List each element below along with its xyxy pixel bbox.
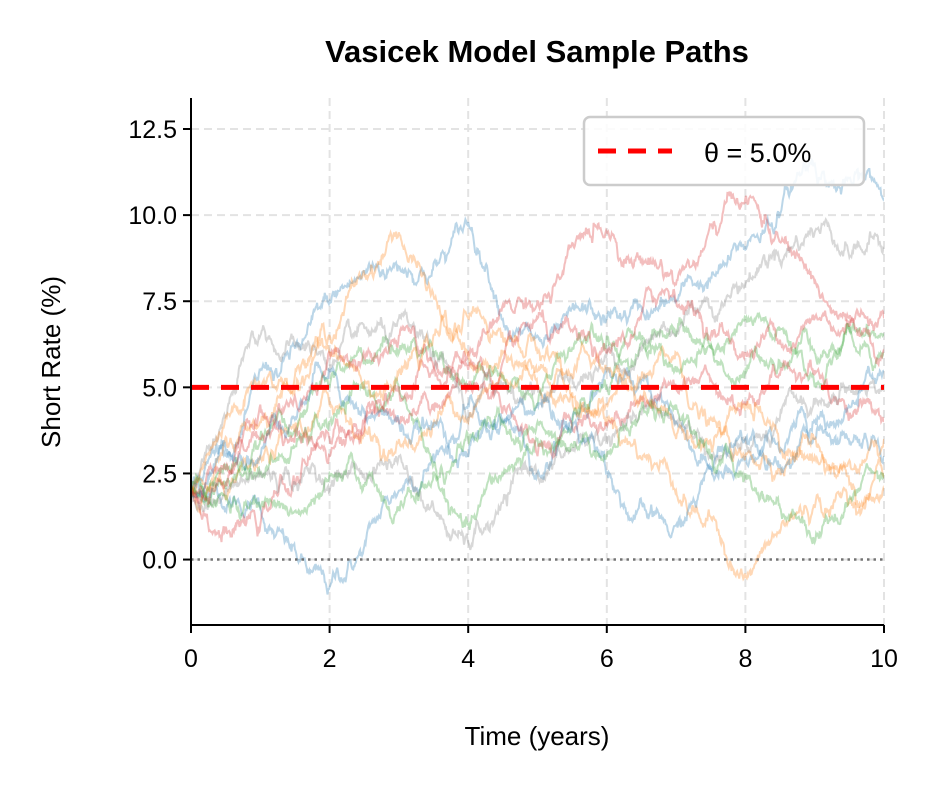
y-tick-label: 12.5	[128, 116, 177, 144]
y-tick-label: 0.0	[142, 547, 177, 575]
sample-path	[191, 361, 884, 539]
y-tick-label: 2.5	[142, 460, 177, 488]
sample-path	[191, 311, 884, 500]
x-tick-label: 0	[184, 645, 198, 673]
x-tick-label: 4	[461, 645, 475, 673]
legend: θ = 5.0%	[582, 115, 866, 187]
legend-frame	[582, 115, 866, 187]
y-axis-label: Short Rate (%)	[36, 276, 66, 448]
sample-path	[191, 285, 884, 506]
x-tick-label: 6	[600, 645, 614, 673]
y-tick-label: 5.0	[142, 374, 177, 402]
reference-lines	[191, 384, 884, 561]
x-tick-label: 10	[870, 645, 898, 673]
y-tick-label: 10.0	[128, 202, 177, 230]
sample-paths	[191, 157, 884, 595]
x-tick-label: 2	[323, 645, 337, 673]
x-axis-label: Time (years)	[465, 721, 610, 751]
sample-path	[191, 378, 884, 551]
sample-path	[191, 399, 884, 546]
axes	[190, 98, 884, 626]
chart-title: Vasicek Model Sample Paths	[325, 34, 749, 69]
legend-label-theta: θ = 5.0%	[704, 138, 811, 168]
sample-path	[191, 305, 884, 498]
ticks: 0 2 4 6 8 10 0.0 2.5 5.0 7.5 10.0 12.5	[128, 116, 898, 673]
sample-path	[191, 157, 884, 492]
sample-path	[191, 358, 884, 582]
sample-path	[191, 191, 884, 543]
sample-path	[191, 317, 884, 531]
x-tick-label: 8	[738, 645, 752, 673]
y-tick-label: 7.5	[142, 288, 177, 316]
sample-path	[191, 366, 884, 595]
